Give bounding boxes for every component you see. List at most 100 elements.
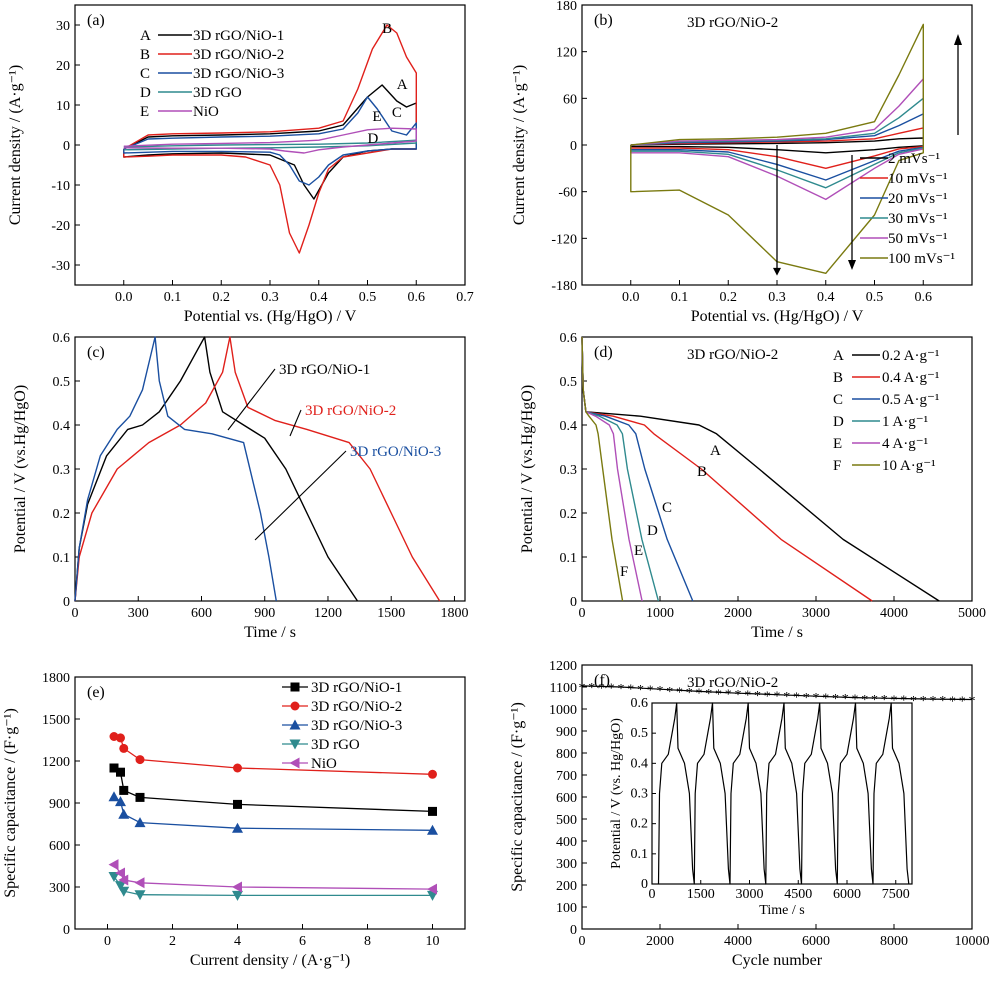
y-tick-label: 900 bbox=[49, 797, 70, 812]
y-tick-label: 1200 bbox=[42, 755, 70, 770]
data-point-triangle-left bbox=[115, 867, 125, 879]
x-tick-label: 0.4 bbox=[310, 290, 328, 305]
legend-letter: B bbox=[833, 370, 843, 386]
x-tick-label: 6000 bbox=[802, 934, 830, 949]
x-tick-label: 300 bbox=[128, 606, 149, 621]
curve-annotation-C: C bbox=[392, 105, 402, 121]
x-tick-label: 1200 bbox=[314, 606, 342, 621]
y-tick-label: 300 bbox=[49, 881, 70, 896]
inset-x-tick-label: 0 bbox=[649, 887, 656, 902]
cycle-marker: * bbox=[949, 694, 956, 709]
data-point-triangle-down bbox=[118, 886, 130, 897]
inset-y-tick-label: 0.2 bbox=[631, 817, 649, 832]
data-point-triangle-down bbox=[115, 881, 126, 892]
y-tick-label: 120 bbox=[556, 46, 577, 61]
y-tick-label: -60 bbox=[558, 186, 577, 201]
inset-y-tick-label: 0.5 bbox=[631, 726, 649, 741]
cycle-marker: * bbox=[647, 684, 654, 699]
legend-label: 10 mVs⁻¹ bbox=[888, 171, 948, 187]
cycle-marker: * bbox=[910, 694, 917, 709]
cv-curve-B bbox=[123, 24, 417, 254]
legend-label: 1 A·g⁻¹ bbox=[882, 414, 928, 430]
panel-f: 0 2000 4000 6000 8000 10000010020030040050060… bbox=[509, 659, 990, 969]
data-point-triangle-up bbox=[427, 824, 438, 835]
cycle-marker: * bbox=[822, 692, 829, 707]
x-tick-label: 0 bbox=[104, 934, 111, 949]
y-tick-label: 800 bbox=[556, 747, 577, 762]
legend-label: 50 mVs⁻¹ bbox=[888, 231, 948, 247]
x-tick-label: 0.2 bbox=[213, 290, 231, 305]
legend-label: 2 mVs⁻¹ bbox=[888, 151, 940, 167]
cv-curve-E bbox=[123, 127, 417, 154]
y-tick-label: 0.1 bbox=[560, 551, 578, 566]
cycle-marker: * bbox=[969, 694, 976, 709]
x-tick-label: 0.5 bbox=[359, 290, 377, 305]
capacitance-line bbox=[113, 767, 433, 813]
legend-label: 0.5 A·g⁻¹ bbox=[882, 392, 939, 408]
cycle-marker: * bbox=[744, 689, 751, 704]
data-point-triangle-up bbox=[232, 822, 243, 833]
curve-annotation-B: B bbox=[697, 464, 707, 480]
cycle-stability-line bbox=[581, 685, 973, 701]
legend-label: 4 A·g⁻¹ bbox=[882, 436, 928, 452]
y-tick-label: 0.6 bbox=[53, 331, 71, 346]
arrow-head bbox=[773, 267, 781, 276]
cycle-marker: * bbox=[891, 693, 898, 708]
x-tick-label: 0.0 bbox=[622, 290, 640, 305]
x-tick-label: 1800 bbox=[440, 606, 468, 621]
y-tick-label: -10 bbox=[51, 179, 70, 194]
discharge-curve-F bbox=[581, 336, 624, 602]
inset-cycling-curve bbox=[657, 702, 910, 885]
y-tick-label: 0.5 bbox=[560, 375, 578, 390]
inset-y-label: Potential / V (vs. Hg/HgO) bbox=[609, 718, 624, 869]
y-tick-label: 1000 bbox=[549, 703, 577, 718]
y-tick-label: 0.1 bbox=[53, 551, 71, 566]
y-tick-label: 400 bbox=[556, 835, 577, 850]
cycle-marker: * bbox=[842, 692, 849, 707]
cycle-marker: * bbox=[637, 683, 644, 698]
legend-label: 3D rGO bbox=[311, 737, 360, 753]
x-tick-label: 0.0 bbox=[115, 290, 133, 305]
inset-x-tick-label: 6000 bbox=[833, 887, 861, 902]
legend-label: 3D rGO/NiO-2 bbox=[193, 47, 284, 63]
legend-label: 0.4 A·g⁻¹ bbox=[882, 370, 939, 386]
y-tick-label: 0 bbox=[63, 923, 70, 938]
y-tick-label: 0.3 bbox=[53, 463, 71, 478]
cycle-marker: * bbox=[920, 694, 927, 709]
inset-y-tick-label: 0 bbox=[641, 877, 648, 892]
cycle-marker: * bbox=[803, 691, 810, 706]
panel-label: (e) bbox=[87, 684, 105, 701]
data-point-circle bbox=[428, 769, 437, 779]
y-tick-label: -120 bbox=[551, 232, 577, 247]
x-tick-label: 0.6 bbox=[408, 290, 426, 305]
cycle-marker: * bbox=[588, 681, 595, 696]
y-tick-label: -30 bbox=[51, 259, 70, 274]
legend-label: 3D rGO/NiO-1 bbox=[311, 680, 402, 696]
x-tick-label: 2000 bbox=[646, 934, 674, 949]
legend-letter: D bbox=[833, 414, 844, 430]
cycle-marker: * bbox=[598, 681, 605, 696]
panel-title: 3D rGO/NiO-2 bbox=[687, 675, 778, 691]
y-tick-label: 60 bbox=[563, 92, 577, 107]
x-tick-label: 4000 bbox=[724, 934, 752, 949]
y-tick-label: -180 bbox=[551, 279, 577, 294]
curve-annotation-D: D bbox=[647, 523, 658, 539]
y-tick-label: 0.5 bbox=[53, 375, 71, 390]
legend-letter: C bbox=[140, 66, 150, 82]
curve-annotation-A: A bbox=[397, 77, 408, 93]
pointer-line bbox=[254, 450, 347, 541]
panel-title: 3D rGO/NiO-2 bbox=[687, 15, 778, 31]
legend-letter: D bbox=[140, 85, 151, 101]
x-axis-label: Current density / (A·g⁻¹) bbox=[190, 952, 350, 969]
legend-label: 0.2 A·g⁻¹ bbox=[882, 348, 939, 364]
y-tick-label: 0 bbox=[63, 595, 70, 610]
legend-letter: E bbox=[140, 104, 149, 120]
discharge-curve-C bbox=[581, 336, 694, 602]
data-point-triangle-down bbox=[289, 739, 301, 750]
x-tick-label: 2 bbox=[169, 934, 176, 949]
inset-x-tick-label: 7500 bbox=[882, 887, 910, 902]
legend-label: 30 mVs⁻¹ bbox=[888, 211, 948, 227]
x-tick-label: 0.4 bbox=[817, 290, 835, 305]
data-point-triangle-down bbox=[134, 890, 146, 901]
